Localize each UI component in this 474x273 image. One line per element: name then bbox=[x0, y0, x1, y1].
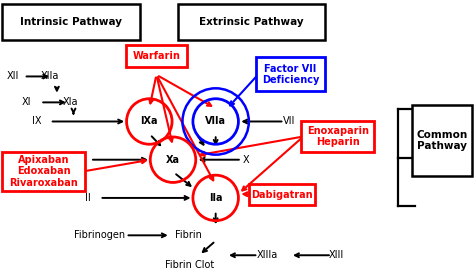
Text: Fibrin Clot: Fibrin Clot bbox=[165, 260, 214, 270]
Text: IXa: IXa bbox=[141, 117, 158, 126]
Text: Fibrinogen: Fibrinogen bbox=[74, 230, 125, 240]
Text: Extrinsic Pathway: Extrinsic Pathway bbox=[199, 17, 303, 27]
Text: Factor VII
Deficiency: Factor VII Deficiency bbox=[262, 64, 319, 85]
FancyBboxPatch shape bbox=[256, 57, 325, 91]
FancyBboxPatch shape bbox=[126, 45, 187, 67]
Text: Enoxaparin
Heparin: Enoxaparin Heparin bbox=[307, 126, 369, 147]
Text: XIIIa: XIIIa bbox=[257, 250, 278, 260]
FancyBboxPatch shape bbox=[2, 152, 85, 191]
Text: IIa: IIa bbox=[209, 193, 222, 203]
Text: XIIa: XIIa bbox=[41, 72, 59, 81]
Text: X: X bbox=[74, 155, 81, 165]
Text: XIII: XIII bbox=[329, 250, 344, 260]
Text: IX: IX bbox=[32, 117, 42, 126]
Text: XII: XII bbox=[7, 72, 19, 81]
FancyBboxPatch shape bbox=[301, 121, 374, 152]
Text: X: X bbox=[243, 155, 250, 165]
Text: XI: XI bbox=[21, 97, 31, 107]
Text: Fibrin: Fibrin bbox=[175, 230, 202, 240]
Text: VII: VII bbox=[283, 117, 295, 126]
Text: Dabigatran: Dabigatran bbox=[251, 189, 313, 200]
FancyBboxPatch shape bbox=[2, 4, 140, 40]
Text: Apixaban
Edoxaban
Rivaroxaban: Apixaban Edoxaban Rivaroxaban bbox=[9, 155, 78, 188]
Text: Warfarin: Warfarin bbox=[132, 51, 181, 61]
Text: Intrinsic Pathway: Intrinsic Pathway bbox=[20, 17, 122, 27]
Text: Xa: Xa bbox=[166, 155, 180, 165]
Text: VIIa: VIIa bbox=[205, 117, 226, 126]
Text: II: II bbox=[85, 193, 91, 203]
FancyBboxPatch shape bbox=[249, 184, 315, 205]
Text: XIa: XIa bbox=[63, 97, 78, 107]
Text: Common
Pathway: Common Pathway bbox=[416, 130, 468, 152]
FancyBboxPatch shape bbox=[178, 4, 325, 40]
FancyBboxPatch shape bbox=[412, 105, 472, 176]
